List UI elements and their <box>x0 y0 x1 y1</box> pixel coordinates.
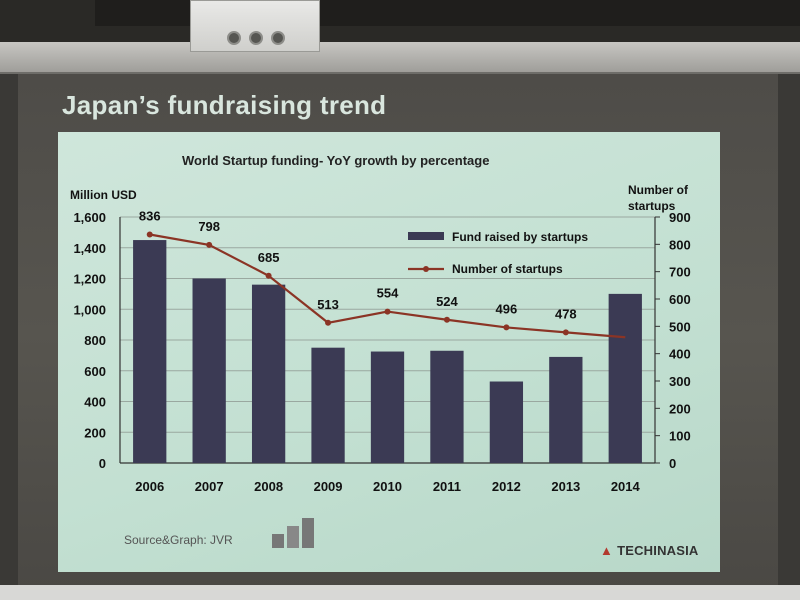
y2-tick-label: 700 <box>669 265 691 280</box>
bar <box>311 347 345 463</box>
x-tick-label: 2010 <box>373 479 402 494</box>
y2-tick-label: 0 <box>669 456 676 471</box>
jvr-logo <box>272 518 314 548</box>
line-data-label: 478 <box>555 306 577 321</box>
legend-label: Fund raised by startups <box>452 230 588 244</box>
bar <box>430 350 464 463</box>
bar <box>608 293 642 463</box>
y2-tick-label: 200 <box>669 401 691 416</box>
y2-axis-label: Number of startups <box>628 183 688 213</box>
slide-title: Japan’s fundraising trend <box>62 90 387 120</box>
line-point <box>325 319 332 326</box>
line-data-label: 798 <box>198 219 220 234</box>
y-tick-label: 600 <box>84 364 106 379</box>
x-tick-label: 2007 <box>195 479 224 494</box>
line-data-label: 685 <box>258 250 280 265</box>
techinasia-mark-icon: ▲ <box>600 543 614 558</box>
x-tick-label: 2006 <box>135 479 164 494</box>
y2-tick-label: 900 <box>669 210 691 225</box>
line-point <box>146 231 153 238</box>
y-tick-label: 1,600 <box>73 210 106 225</box>
x-tick-label: 2008 <box>254 479 283 494</box>
legend-swatch-bar <box>408 232 444 240</box>
legend-label: Number of startups <box>452 262 563 276</box>
x-tick-label: 2009 <box>314 479 343 494</box>
y-axis-label: Million USD <box>70 188 137 202</box>
y2-tick-label: 400 <box>669 347 691 362</box>
projector-screen-housing <box>0 42 800 74</box>
bar <box>549 356 583 463</box>
projector <box>190 0 320 52</box>
projector-lens <box>227 31 241 45</box>
x-tick-label: 2013 <box>551 479 580 494</box>
projector-lens <box>249 31 263 45</box>
y-tick-label: 200 <box>84 425 106 440</box>
line-point <box>265 272 272 279</box>
x-tick-label: 2012 <box>492 479 521 494</box>
bar <box>133 240 167 463</box>
line-point <box>206 241 213 248</box>
line-data-label: 513 <box>317 297 339 312</box>
y-tick-label: 1,200 <box>73 272 106 287</box>
projector-lens <box>271 31 285 45</box>
y-tick-label: 0 <box>99 456 106 471</box>
y2-tick-label: 300 <box>669 374 691 389</box>
line-data-label: 836 <box>139 208 161 223</box>
y2-tick-label: 800 <box>669 237 691 252</box>
line-point <box>384 308 391 315</box>
y-tick-label: 1,000 <box>73 302 106 317</box>
x-tick-label: 2014 <box>611 479 641 494</box>
y-tick-label: 400 <box>84 395 106 410</box>
y-tick-label: 800 <box>84 333 106 348</box>
techinasia-logo: ▲ TECHINASIA <box>600 543 699 558</box>
bar <box>192 278 226 463</box>
line-point <box>503 324 510 331</box>
line-point <box>443 316 450 323</box>
line-data-label: 554 <box>377 286 399 301</box>
chart-title: World Startup funding- YoY growth by per… <box>182 153 490 168</box>
source-note: Source&Graph: JVR <box>124 533 233 547</box>
bar <box>370 351 405 463</box>
bar <box>251 284 286 463</box>
bar <box>489 381 524 463</box>
line-data-label: 524 <box>436 294 458 309</box>
y2-tick-label: 500 <box>669 319 691 334</box>
x-tick-label: 2011 <box>433 479 461 494</box>
line-point <box>562 329 569 336</box>
legend-swatch-point <box>423 266 429 272</box>
brand-name: TECHINASIA <box>617 543 699 558</box>
y2-tick-label: 100 <box>669 429 691 444</box>
y2-tick-label: 600 <box>669 292 691 307</box>
floor-strip <box>0 585 800 600</box>
line-data-label: 496 <box>496 301 518 316</box>
y-tick-label: 1,400 <box>73 241 106 256</box>
